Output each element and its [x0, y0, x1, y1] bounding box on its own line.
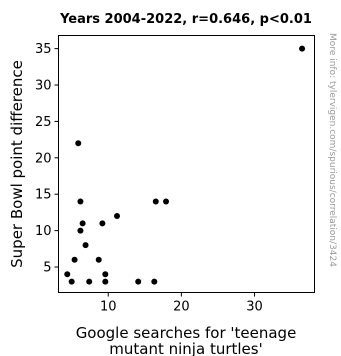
plot-area	[58, 35, 315, 293]
data-point	[77, 227, 84, 234]
x-axis-label-line-2: mutant ninja turtles'	[109, 340, 262, 356]
x-tick-label: 30	[246, 300, 263, 315]
x-axis: 10 20 30	[100, 292, 263, 315]
data-point	[68, 278, 75, 285]
data-point	[151, 278, 158, 285]
y-tick-label: 30	[35, 79, 52, 94]
data-point	[86, 278, 93, 285]
data-point	[82, 242, 89, 249]
data-point	[95, 256, 102, 263]
data-point	[71, 256, 78, 263]
data-point	[102, 278, 109, 285]
data-point	[299, 45, 306, 52]
y-tick-label: 25	[35, 115, 52, 130]
chart-title: Years 2004-2022, r=0.646, p<0.01	[59, 12, 312, 27]
data-point	[79, 220, 86, 227]
y-axis-label: Super Bowl point difference	[8, 60, 26, 268]
data-point	[114, 213, 121, 220]
data-point	[152, 198, 159, 205]
data-point	[99, 220, 106, 227]
y-tick-label: 15	[35, 188, 52, 203]
y-tick-label: 20	[35, 151, 52, 166]
data-points	[64, 45, 306, 285]
data-point	[77, 198, 84, 205]
data-point	[64, 271, 71, 278]
y-tick-label: 35	[35, 42, 52, 57]
y-axis: 5 10 15 20 25 30 35	[35, 42, 59, 276]
data-point	[75, 140, 82, 147]
data-point	[135, 278, 142, 285]
y-tick-label: 5	[43, 261, 51, 276]
x-tick-label: 20	[173, 300, 190, 315]
y-tick-label: 10	[35, 224, 52, 239]
data-point	[163, 198, 170, 205]
x-tick-label: 10	[100, 300, 117, 315]
x-axis-label-line-1: Google searches for 'teenage	[76, 324, 297, 342]
data-point	[102, 271, 109, 278]
source-watermark: More info: tylervigen.com/spurious/corre…	[327, 33, 337, 267]
